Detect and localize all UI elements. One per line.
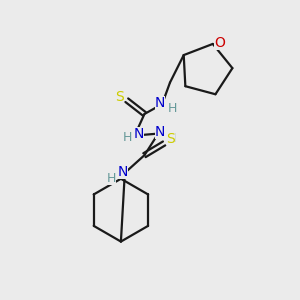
Text: N: N <box>155 96 165 110</box>
Text: N: N <box>118 165 128 179</box>
Text: N: N <box>155 124 165 139</box>
Text: O: O <box>214 36 225 50</box>
Text: S: S <box>116 90 124 104</box>
Text: H: H <box>123 131 133 144</box>
Text: S: S <box>167 133 175 146</box>
Text: H: H <box>106 172 116 185</box>
Text: H: H <box>166 132 176 145</box>
Text: H: H <box>168 102 178 115</box>
Text: N: N <box>134 127 144 141</box>
